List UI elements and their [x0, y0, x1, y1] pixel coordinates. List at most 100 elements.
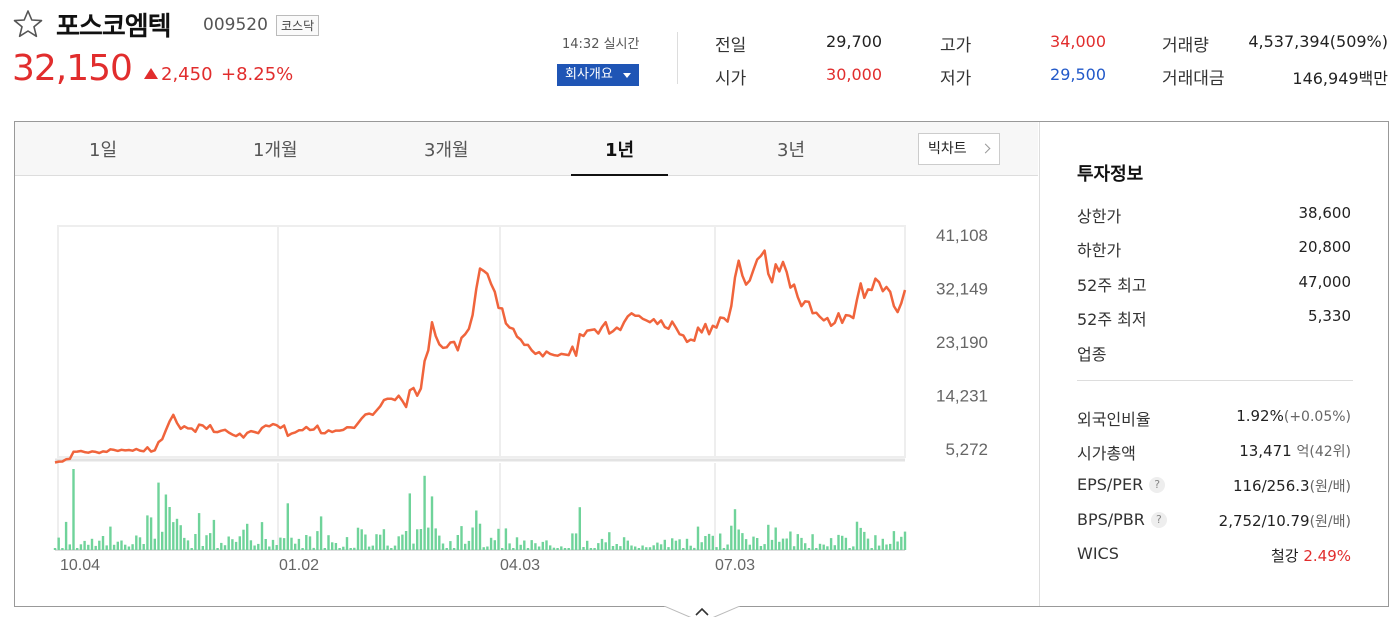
volume-bar [427, 527, 430, 550]
volume-bar [582, 547, 585, 550]
upper-limit-value: 38,600 [1298, 204, 1352, 222]
eps-per-number: 116/256.3 [1232, 477, 1310, 495]
volume-bar [282, 538, 286, 550]
volume-bar [659, 544, 663, 550]
wics-value[interactable]: 철강 2.49% [1271, 545, 1351, 566]
volume-bar [231, 539, 234, 550]
tab-3month[interactable]: 3개월 [424, 140, 469, 161]
investment-info: 투자정보 상한가 38,600 하한가 20,800 52주 최고 47,000… [1039, 122, 1388, 606]
market-cap-value: 13,471 억(42위) [1239, 441, 1351, 461]
volume-bar [294, 543, 297, 550]
volume-bar [452, 548, 456, 550]
invest-title: 투자정보 [1077, 164, 1144, 185]
volume-bar [519, 544, 522, 550]
volume-bar [678, 539, 681, 550]
help-icon[interactable]: ? [1149, 477, 1166, 493]
volume-bar [767, 524, 770, 550]
volume-bar [449, 541, 452, 550]
volume-bar [811, 534, 814, 550]
volume-bar [711, 535, 714, 550]
volume-bar [275, 545, 278, 550]
price-line [54, 249, 907, 464]
volume-bar [76, 548, 79, 550]
volume-bar [630, 545, 633, 550]
bps-pbr-unit: (원/배) [1309, 514, 1351, 530]
volume-bar [371, 545, 374, 550]
bps-pbr-value: 2,752/10.79(원/배) [1219, 511, 1351, 531]
volume-bar [390, 548, 393, 550]
volume-bar [855, 521, 859, 550]
favorite-star-icon[interactable] [12, 8, 44, 40]
volume-bar [116, 541, 119, 550]
volume-value: 4,537,394(509%) [1248, 32, 1388, 51]
volume-bar [264, 539, 267, 550]
volume-bar [57, 537, 60, 550]
low-value: 29,500 [1050, 65, 1106, 84]
volume-bar [833, 545, 836, 550]
active-tab-indicator [571, 174, 668, 176]
volume-bar [549, 545, 552, 550]
volume-bar [53, 548, 57, 550]
volume-bar [489, 537, 493, 550]
eps-per-label-text: EPS/PER [1077, 475, 1144, 494]
volume-bar [730, 525, 733, 550]
tab-1month[interactable]: 1개월 [253, 140, 298, 161]
volume-bar [671, 538, 674, 550]
volume-bar [138, 537, 142, 550]
volume-bar [112, 544, 116, 550]
high-value: 34,000 [1050, 32, 1106, 51]
market-cap-number: 13,471 [1239, 442, 1292, 460]
realtime-label: 14:32 실시간 [562, 37, 640, 52]
y-tick-label: 5,272 [945, 440, 988, 459]
collapse-arrow-icon[interactable] [664, 606, 740, 617]
market-cap-label: 시가총액 [1077, 444, 1136, 463]
volume-bar [645, 547, 648, 550]
price-change: 2,450 [144, 64, 213, 85]
volume-bar [393, 545, 397, 550]
volume-bar [537, 546, 541, 550]
x-tick-label: 04.03 [500, 557, 540, 574]
volume-bar [478, 523, 482, 550]
company-overview-button[interactable]: 회사개요 [557, 64, 639, 86]
volume-bar [153, 538, 156, 550]
caret-down-icon [623, 73, 631, 78]
price-chart[interactable]: 41,108 32,149 23,190 14,231 5,272 10.04 01.02 0… [15, 177, 1038, 607]
open-value: 30,000 [826, 65, 882, 84]
volume-bar [674, 540, 678, 550]
volume-bar [593, 548, 596, 550]
volume-bar [667, 547, 670, 550]
volume-bar [889, 543, 892, 550]
volume-bar [789, 531, 792, 550]
volume-bar [467, 540, 471, 550]
volume-bar [205, 535, 208, 550]
help-icon[interactable]: ? [1150, 512, 1167, 528]
volume-bar [79, 544, 83, 550]
big-chart-label: 빅차트 [928, 141, 967, 157]
volume-bar [611, 546, 615, 550]
tab-1year[interactable]: 1년 [605, 140, 635, 161]
volume-bar [90, 538, 94, 550]
tab-3year[interactable]: 3년 [777, 140, 806, 161]
volume-bar [578, 507, 581, 550]
volume-bar [892, 531, 896, 550]
stock-name: 포스코엠텍 [56, 12, 172, 42]
volume-bar [696, 526, 700, 550]
volume-bar [637, 548, 641, 550]
big-chart-button[interactable]: 빅차트 [918, 133, 1000, 165]
volume-bar [109, 526, 112, 550]
volume-bar [209, 533, 212, 550]
x-tick-label: 07.03 [715, 557, 755, 574]
volume-bar [741, 533, 744, 550]
tab-1day[interactable]: 1일 [89, 140, 118, 161]
period-tabs: 1일 1개월 3개월 1년 3년 빅차트 [15, 122, 1038, 176]
volume-bar [120, 540, 123, 550]
volume-bar [586, 540, 589, 550]
volume-bar [257, 543, 260, 550]
volume-bar [201, 546, 204, 550]
volume-bar [641, 545, 644, 550]
volume-bar [438, 535, 441, 550]
volume-bar [704, 536, 707, 550]
volume-bar [560, 546, 563, 550]
volume-bar [792, 546, 796, 550]
volume-bar [94, 545, 97, 550]
